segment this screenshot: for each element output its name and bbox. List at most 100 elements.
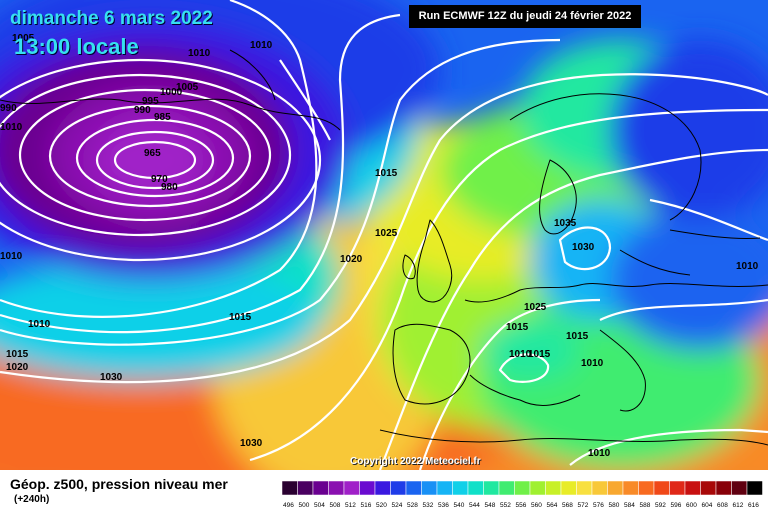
legend-value: 556 <box>516 502 527 509</box>
legend-value: 564 <box>547 502 558 509</box>
legend-value: 512 <box>345 502 356 509</box>
isobar-label: 980 <box>161 182 178 193</box>
legend-swatch <box>669 480 686 496</box>
legend-swatch <box>576 480 593 496</box>
isobar-label: 1005 <box>176 82 199 93</box>
legend-value: 568 <box>562 502 573 509</box>
legend-swatch <box>498 480 515 496</box>
isobar-label: 1035 <box>554 218 577 229</box>
legend-value: 528 <box>407 502 418 509</box>
legend-swatch <box>343 480 360 496</box>
isobar-label: 1000 <box>160 87 183 98</box>
isobar-label: 1015 <box>6 349 29 360</box>
isobars <box>0 0 768 470</box>
legend-value: 496 <box>283 502 294 509</box>
legend-value: 584 <box>624 502 635 509</box>
isobar-label: 1010 <box>188 48 211 59</box>
isobar-label: 1015 <box>566 331 589 342</box>
isobar-label: 1030 <box>100 372 123 383</box>
legend-value: 500 <box>299 502 310 509</box>
legend-swatch <box>638 480 655 496</box>
legend-value: 612 <box>733 502 744 509</box>
legend-value: 532 <box>423 502 434 509</box>
legend-swatch <box>390 480 407 496</box>
isobar-label: 965 <box>144 148 161 159</box>
isobar-label: 1010 <box>0 122 23 133</box>
legend-value: 516 <box>361 502 372 509</box>
isobar-label: 1015 <box>506 322 529 333</box>
forecast-hour: (+240h) <box>14 494 50 505</box>
forecast-date: dimanche 6 mars 2022 <box>10 8 213 29</box>
coastlines <box>0 49 768 446</box>
isobar-label: 1015 <box>528 349 551 360</box>
legend-value: 560 <box>531 502 542 509</box>
isobar-label: 1010 <box>736 261 759 272</box>
copyright-text: Copyright 2022 Meteociel.fr <box>350 456 481 467</box>
legend-value: 608 <box>717 502 728 509</box>
legend-swatch <box>731 480 748 496</box>
isobar-label: 1010 <box>250 40 273 51</box>
isobar-label: 1025 <box>375 228 398 239</box>
isobar-label: 1010 <box>588 448 611 459</box>
isobar-label: 1015 <box>375 168 398 179</box>
isobar-label: 1005 <box>12 33 35 44</box>
legend-swatch <box>405 480 422 496</box>
legend-swatch <box>328 480 345 496</box>
legend-swatch <box>281 480 298 496</box>
legend-value: 520 <box>376 502 387 509</box>
legend-value: 524 <box>392 502 403 509</box>
legend-swatch <box>545 480 562 496</box>
legend-swatch <box>374 480 391 496</box>
legend-value: 536 <box>438 502 449 509</box>
isobar-label: 985 <box>154 112 171 123</box>
legend-swatch <box>684 480 701 496</box>
forecast-time: 13:00 locale <box>14 34 139 59</box>
legend-value: 540 <box>454 502 465 509</box>
isobar-labels: 1005 1010 1010 1005 1000 995 990 985 965… <box>0 33 759 459</box>
isobar-label: 1030 <box>572 242 595 253</box>
legend-swatch <box>514 480 531 496</box>
legend-swatch <box>312 480 329 496</box>
legend-swatch <box>529 480 546 496</box>
legend-swatch <box>700 480 717 496</box>
legend-value: 604 <box>702 502 713 509</box>
legend-swatch <box>421 480 438 496</box>
isobar-label: 1020 <box>6 362 29 373</box>
isobar-label: 995 <box>142 96 159 107</box>
legend-swatch <box>467 480 484 496</box>
legend-value: 580 <box>609 502 620 509</box>
legend-value: 508 <box>330 502 341 509</box>
isobar-label: 1010 <box>0 251 23 262</box>
legend-value: 504 <box>314 502 325 509</box>
isobar-label: 1015 <box>229 312 252 323</box>
legend-swatch <box>297 480 314 496</box>
legend-value: 572 <box>578 502 589 509</box>
legend-value: 616 <box>748 502 759 509</box>
legend-swatch <box>622 480 639 496</box>
isobar-label: 1020 <box>340 254 363 265</box>
legend-value: 588 <box>640 502 651 509</box>
legend-swatch <box>483 480 500 496</box>
legend-swatch <box>359 480 376 496</box>
legend-swatch <box>591 480 608 496</box>
weather-map <box>0 0 768 470</box>
legend-swatch <box>452 480 469 496</box>
legend-swatch <box>715 480 732 496</box>
legend-value: 552 <box>500 502 511 509</box>
legend-swatch <box>607 480 624 496</box>
isobar-label: 1010 <box>28 319 51 330</box>
legend-value: 548 <box>485 502 496 509</box>
model-run-info: Run ECMWF 12Z du jeudi 24 février 2022 <box>409 5 641 28</box>
isobar-label: 1010 <box>509 349 532 360</box>
map-title: Géop. z500, pression niveau mer <box>10 476 228 492</box>
legend-swatch <box>436 480 453 496</box>
legend-value: 544 <box>469 502 480 509</box>
isobar-label: 1030 <box>240 438 263 449</box>
legend-swatch <box>746 480 763 496</box>
isobar-label: 1025 <box>524 302 547 313</box>
legend-value: 576 <box>593 502 604 509</box>
legend-value: 600 <box>686 502 697 509</box>
legend-value: 596 <box>671 502 682 509</box>
legend-swatch <box>653 480 670 496</box>
legend-value: 592 <box>655 502 666 509</box>
